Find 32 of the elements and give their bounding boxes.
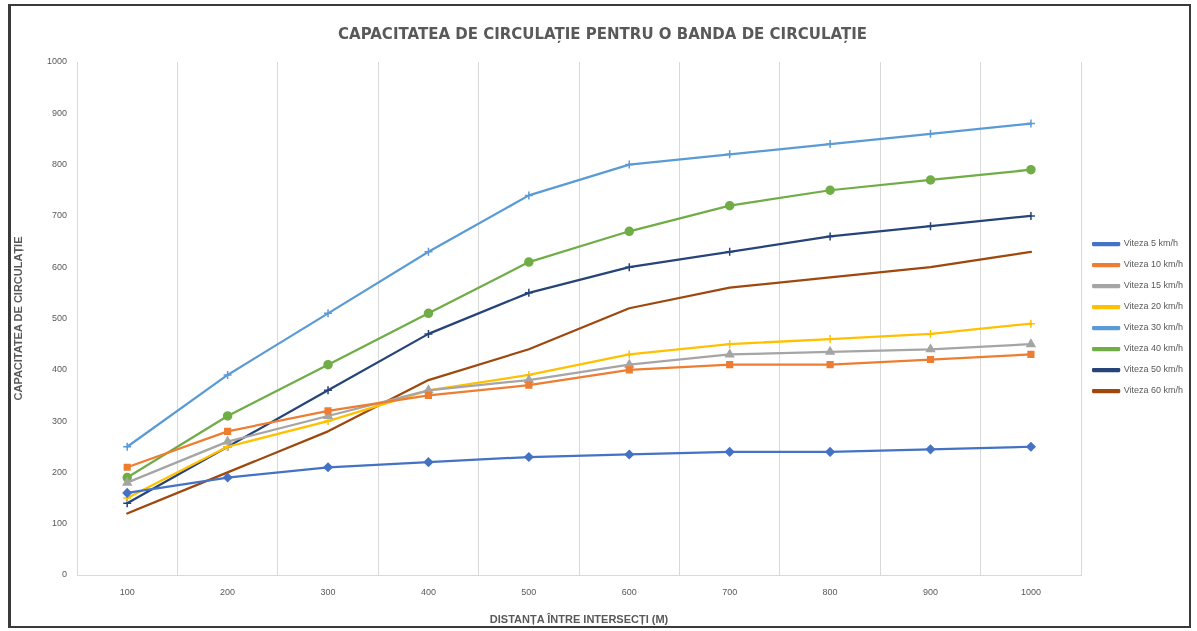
y-tick-label: 400 (51, 364, 67, 375)
x-tick-label: 100 (119, 586, 135, 597)
x-tick-label: 400 (420, 586, 436, 597)
x-tick-label: 900 (923, 586, 939, 597)
legend-label: Viteza 40 km/h (1123, 343, 1184, 354)
legend-label: Viteza 15 km/h (1123, 280, 1184, 291)
y-tick-label: 200 (51, 466, 67, 477)
x-tick-label: 300 (320, 586, 336, 597)
y-tick-label: 900 (51, 107, 67, 118)
x-tick-label: 600 (621, 586, 637, 597)
legend-label: Viteza 50 km/h (1123, 364, 1184, 375)
legend-label: Viteza 30 km/h (1123, 322, 1184, 333)
x-tick-label: 700 (722, 586, 738, 597)
y-axis-title: CAPACITATEA DE CIRCULAȚIE (11, 236, 24, 401)
y-tick-label: 600 (51, 261, 67, 272)
chart-title: CAPACITATEA DE CIRCULAȚIE PENTRU O BANDA DE CIRCULAȚIE (338, 24, 867, 43)
y-tick-label: 1000 (46, 56, 67, 67)
y-tick-label: 0 (61, 569, 67, 580)
y-tick-label: 800 (51, 159, 67, 170)
legend-label: Viteza 10 km/h (1123, 259, 1184, 270)
y-tick-label: 700 (51, 210, 67, 221)
x-tick-label: 1000 (1020, 586, 1041, 597)
y-tick-label: 100 (51, 518, 67, 529)
legend-label: Viteza 5 km/h (1123, 238, 1179, 249)
x-tick-label: 500 (521, 586, 537, 597)
x-tick-label: 200 (220, 586, 236, 597)
legend-label: Viteza 20 km/h (1123, 301, 1184, 312)
x-tick-label: 800 (822, 586, 838, 597)
x-axis-title: DISTANȚA ÎNTRE INTERSECȚI (M) (489, 613, 669, 626)
y-tick-label: 300 (51, 415, 67, 426)
y-tick-label: 500 (51, 312, 67, 323)
legend-label: Viteza 60 km/h (1123, 385, 1184, 396)
